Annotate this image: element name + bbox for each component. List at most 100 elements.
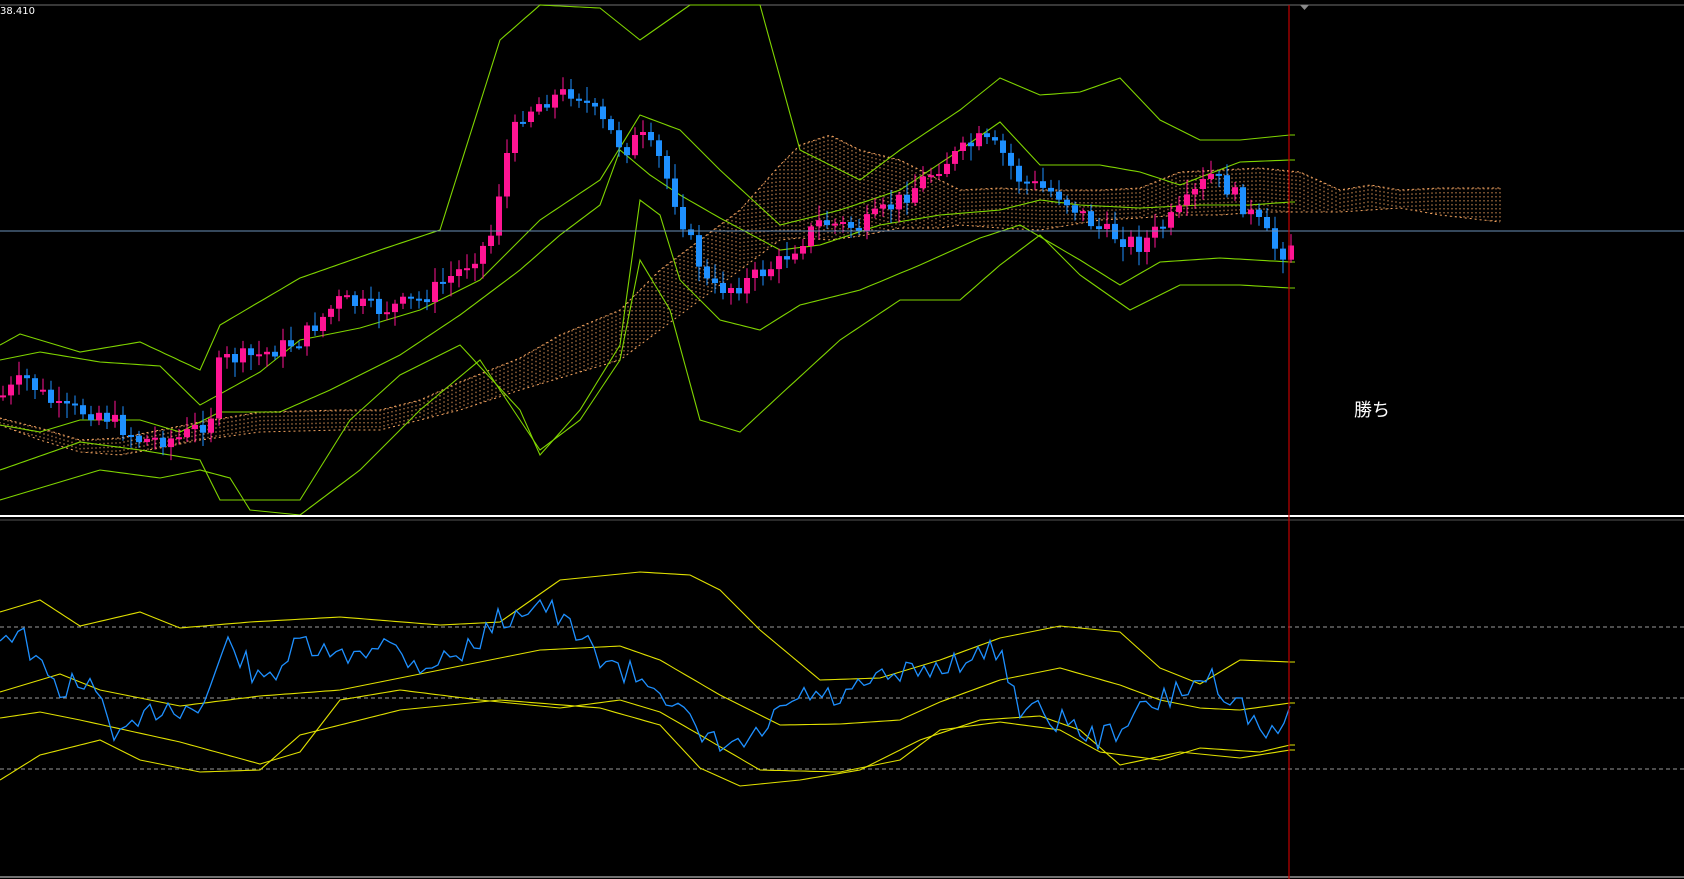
candle-body <box>264 351 270 355</box>
candle-body <box>984 133 990 138</box>
candle-body <box>1128 236 1134 247</box>
candle-body <box>120 414 126 435</box>
candle-body <box>1144 237 1150 252</box>
candle-body <box>656 140 662 156</box>
candle-body <box>1280 248 1286 260</box>
candle-body <box>496 196 502 236</box>
candle-body <box>1192 189 1198 195</box>
candle-body <box>80 405 86 415</box>
candle-body <box>1248 209 1254 215</box>
candle-body <box>240 348 246 363</box>
candle-body <box>1264 217 1270 229</box>
bollinger-bands <box>0 4 1295 516</box>
candle-body <box>208 418 214 433</box>
candle-body <box>800 246 806 254</box>
candle-body <box>920 176 926 189</box>
candle-body <box>288 340 294 347</box>
oscillator-panel[interactable] <box>0 571 1684 787</box>
candle-body <box>432 281 438 302</box>
candle-body <box>1168 212 1174 228</box>
osc-band-line-2 <box>0 645 1295 726</box>
candle-body <box>184 429 190 438</box>
candle-body <box>256 354 262 357</box>
candle-body <box>776 256 782 270</box>
candle-body <box>464 268 470 271</box>
candle-body <box>640 132 646 135</box>
candle-body <box>952 151 958 164</box>
candle-body <box>1016 165 1022 182</box>
candle-body <box>1080 211 1086 214</box>
candle-body <box>592 102 598 107</box>
candle-body <box>1272 228 1278 249</box>
candle-body <box>1216 173 1222 176</box>
candle-body <box>128 435 134 437</box>
candle-body <box>1064 199 1070 206</box>
candle-body <box>856 227 862 231</box>
candle-body <box>824 220 830 226</box>
candle-body <box>368 298 374 301</box>
candle-body <box>520 121 526 124</box>
candle-body <box>712 278 718 284</box>
candle-body <box>48 389 54 403</box>
candle-body <box>688 229 694 236</box>
candle-body <box>648 132 654 141</box>
candle-body <box>272 351 278 357</box>
candle-body <box>792 253 798 260</box>
cloud-edge-bottom <box>0 207 1501 456</box>
candle-body <box>224 354 230 358</box>
candle-body <box>144 438 150 443</box>
candle-body <box>584 100 590 103</box>
candle-body <box>384 312 390 315</box>
candle-body <box>312 325 318 331</box>
candle-body <box>136 435 142 443</box>
candle-body <box>552 94 558 108</box>
candle-body <box>1000 140 1006 153</box>
candle-body <box>408 296 414 299</box>
candle-body <box>1024 181 1030 184</box>
candle-body <box>568 89 574 99</box>
price-panel[interactable] <box>0 4 1684 516</box>
candle-body <box>200 424 206 433</box>
candle-body <box>624 147 630 156</box>
candle-body <box>304 325 310 347</box>
candle-body <box>1288 245 1294 260</box>
candle-body <box>1112 223 1118 240</box>
candle-body <box>848 222 854 228</box>
candle-body <box>456 269 462 276</box>
candle-body <box>40 389 46 392</box>
candle-body <box>928 175 934 178</box>
osc-band-line-3 <box>0 689 1295 773</box>
candle-body <box>784 256 790 260</box>
candle-body <box>504 153 510 197</box>
candle-body <box>416 298 422 301</box>
candle-body <box>896 194 902 210</box>
candle-body <box>808 226 814 246</box>
candle-body <box>376 298 382 314</box>
candle-body <box>840 222 846 224</box>
candle-body <box>88 414 94 421</box>
candle-body <box>528 111 534 122</box>
candle-body <box>864 214 870 231</box>
candle-body <box>872 208 878 215</box>
candle-body <box>1072 205 1078 213</box>
candle-body <box>1256 209 1262 217</box>
candle-body <box>424 299 430 303</box>
candle-body <box>680 207 686 230</box>
candle-body <box>1096 226 1102 230</box>
candle-body <box>360 298 366 306</box>
candle-body <box>488 235 494 246</box>
candle-body <box>760 269 766 277</box>
candle-body <box>16 375 22 385</box>
candle-body <box>24 375 30 379</box>
osc-band-line-1 <box>0 571 1295 685</box>
candle-body <box>168 438 174 448</box>
candle-body <box>152 437 158 440</box>
shift-marker-icon[interactable] <box>1300 5 1309 10</box>
candle-body <box>1032 181 1038 184</box>
candle-body <box>328 308 334 317</box>
candle-body <box>960 142 966 151</box>
candle-body <box>728 288 734 293</box>
candle-body <box>104 412 110 422</box>
candle-body <box>944 163 950 174</box>
